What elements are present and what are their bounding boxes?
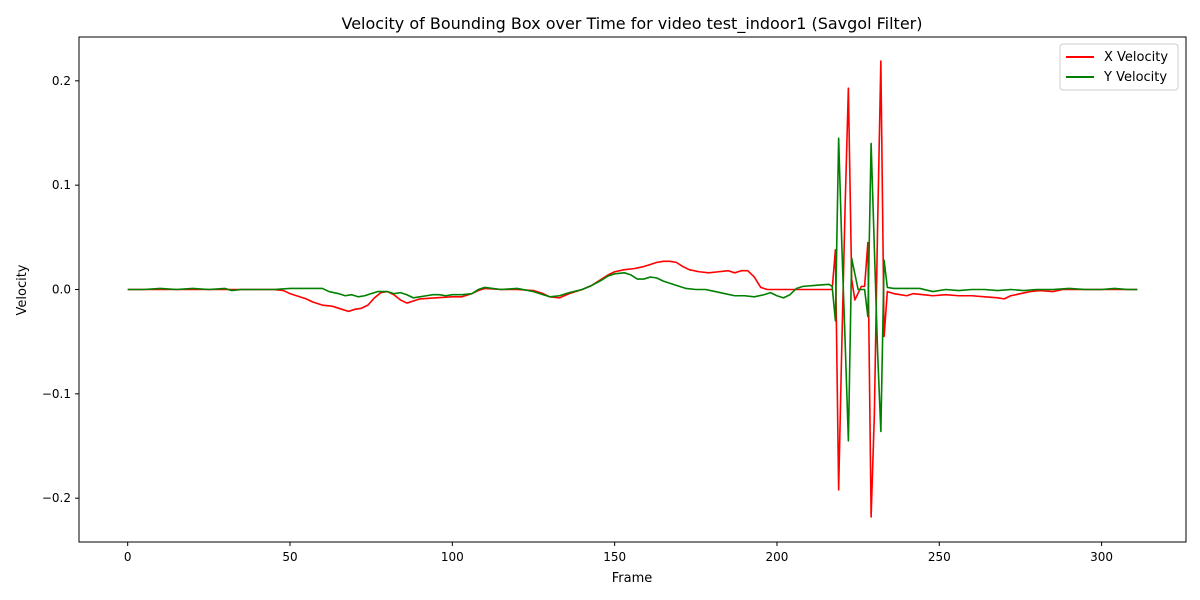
chart-title: Velocity of Bounding Box over Time for v…: [341, 14, 922, 34]
y-tick-label: −0.1: [42, 387, 71, 401]
series-line-y-velocity: [127, 137, 1138, 442]
x-tick-label: 0: [124, 550, 132, 564]
legend-label-x-velocity: X Velocity: [1104, 50, 1168, 65]
series-layer: [127, 60, 1138, 518]
y-axis-label: Velocity: [15, 264, 30, 315]
legend-box: [1059, 43, 1179, 91]
y-axis-ticks: −0.2 −0.1 0.0 0.1 0.2: [42, 74, 79, 505]
x-tick-label: 150: [603, 550, 626, 564]
y-tick-label: −0.2: [42, 491, 71, 505]
x-tick-label: 300: [1090, 550, 1113, 564]
x-axis-label: Frame: [612, 571, 653, 586]
series-line-x-velocity: [127, 60, 1138, 518]
x-tick-label: 50: [282, 550, 297, 564]
legend: X Velocity Y Velocity: [1059, 43, 1179, 91]
x-axis-ticks: 0 50 100 150 200 250 300: [124, 542, 1113, 564]
legend-label-y-velocity: Y Velocity: [1103, 70, 1167, 85]
x-tick-label: 250: [928, 550, 951, 564]
y-tick-label: 0.0: [52, 283, 71, 297]
plot-area: [78, 36, 1187, 543]
x-tick-label: 200: [766, 550, 789, 564]
y-tick-label: 0.2: [52, 74, 71, 88]
y-tick-label: 0.1: [52, 178, 71, 192]
x-tick-label: 100: [441, 550, 464, 564]
